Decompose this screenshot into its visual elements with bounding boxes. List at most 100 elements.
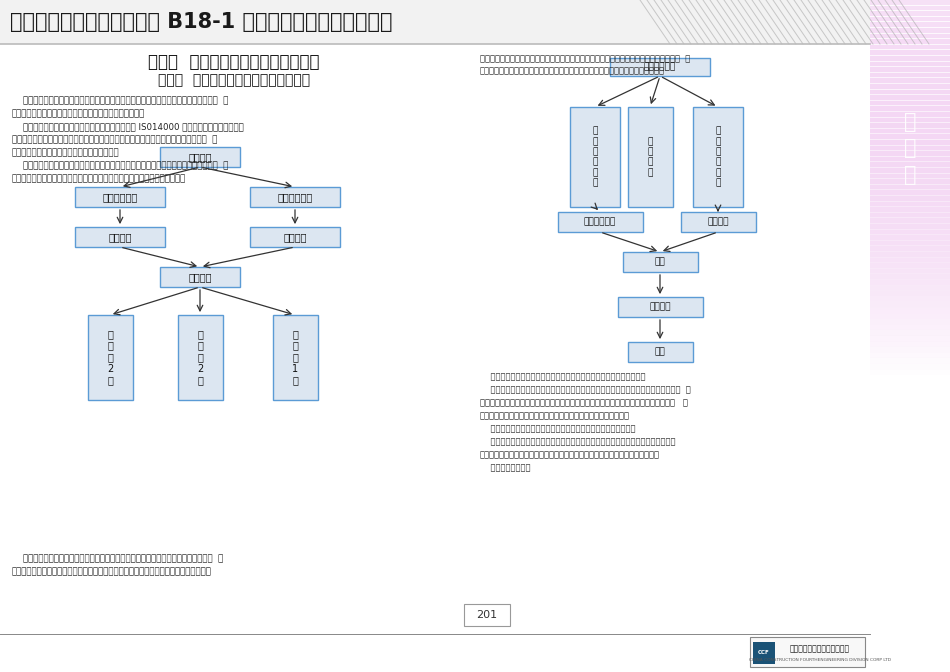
Text: 事故隐患: 事故隐患 [649, 302, 671, 312]
Bar [870, 144, 950, 151]
Bar [870, 576, 950, 583]
Text: 的施工程序和方案、监测要求、预防措施及各项技术措施等认真作好监测和监视及保护工: 的施工程序和方案、监测要求、预防措施及各项技术措施等认真作好监测和监视及保护工 [12, 567, 212, 576]
Bar [870, 464, 950, 470]
Text: 边设施的安全和正常使用。监测保护治理人组严格按照职理职能展施工作进程治理：: 边设施的安全和正常使用。监测保护治理人组严格按照职理职能展施工作进程治理： [480, 66, 665, 75]
Bar [870, 218, 950, 224]
Bar [870, 632, 950, 638]
Bar [870, 391, 950, 398]
Bar [870, 139, 950, 146]
Text: 安全技术对策: 安全技术对策 [584, 218, 617, 226]
Bar [870, 632, 950, 638]
Bar [870, 341, 950, 347]
Bar [870, 480, 950, 487]
Text: 作。监测保护治理小组将利用监测信息反馈预防并针对发生的问题争论相应的对策，以确保  周: 作。监测保护治理小组将利用监测信息反馈预防并针对发生的问题争论相应的对策，以确保… [480, 54, 691, 63]
Text: 教育对策: 教育对策 [707, 218, 729, 226]
Bar [870, 0, 950, 5]
Bar [570, 107, 620, 207]
Bar [870, 391, 950, 398]
Text: 在施工全过程中，质检员、安检员及监护员在巡查中觉察有违章作业或危及周边设施的  安: 在施工全过程中，质检员、安检员及监护员在巡查中觉察有违章作业或危及周边设施的 安 [480, 385, 691, 394]
Bar [870, 470, 950, 476]
Bar [870, 296, 950, 302]
Bar [870, 487, 950, 493]
Bar [870, 167, 950, 173]
Bar [870, 100, 950, 106]
Text: 资
料
员
1
人: 资 料 员 1 人 [292, 329, 298, 385]
Bar [870, 134, 950, 140]
Bar [870, 537, 950, 543]
Bar [870, 638, 950, 644]
Bar [610, 58, 710, 76]
Bar [870, 436, 950, 442]
Bar [870, 374, 950, 381]
Bar [870, 302, 950, 308]
Bar [870, 161, 950, 168]
Bar [870, 335, 950, 341]
Text: 为主的方针，在施工过程中实行全过程的监视治理，监测保护治理体系如下：: 为主的方针，在施工过程中实行全过程的监视治理，监测保护治理体系如下： [12, 174, 186, 183]
Bar [870, 526, 950, 532]
Bar [870, 290, 950, 297]
Bar [870, 122, 950, 129]
Bar [870, 38, 950, 45]
Bar [870, 425, 950, 431]
Bar [870, 329, 950, 336]
Text: 工程部监测保护治理小组在施工过程中，将严格遵守围护构造设计要求，严格依据制  定: 工程部监测保护治理小组在施工过程中，将严格遵守围护构造设计要求，严格依据制 定 [12, 554, 223, 563]
Bar [75, 187, 165, 207]
Bar [870, 251, 950, 257]
Bar [870, 413, 950, 420]
Bar [178, 314, 222, 399]
Bar [870, 44, 950, 50]
Text: 治理: 治理 [655, 347, 665, 357]
Bar [870, 206, 950, 213]
Bar [870, 648, 950, 655]
Bar [870, 363, 950, 370]
Text: CCF: CCF [758, 650, 770, 655]
Text: 工程生产经理: 工程生产经理 [103, 192, 138, 202]
Bar [870, 268, 950, 274]
Text: 物
的
组
织
状
态: 物 的 组 织 状 态 [592, 126, 598, 187]
Bar [870, 67, 950, 73]
Bar [0, 0, 870, 44]
Text: 安全负责: 安全负责 [283, 232, 307, 242]
Bar [870, 201, 950, 207]
Bar [870, 531, 950, 538]
Bar [870, 128, 950, 134]
Bar [870, 503, 950, 509]
Bar [870, 492, 950, 499]
Bar [870, 324, 950, 331]
Bar [693, 107, 743, 207]
Text: 第十章  周边环境保护措施及应急预案: 第十章 周边环境保护措施及应急预案 [148, 53, 320, 71]
Bar [250, 187, 340, 207]
Text: 监测小组: 监测小组 [188, 272, 212, 282]
Bar [870, 106, 950, 112]
Bar [870, 548, 950, 554]
Bar [870, 212, 950, 218]
Bar [870, 396, 950, 403]
Bar [870, 262, 950, 269]
Bar [870, 55, 950, 62]
Bar [870, 285, 950, 291]
Bar [870, 22, 950, 28]
Bar [870, 279, 950, 286]
Text: 理小组。监测保护治理小组的工作第一责任人为工程经理。: 理小组。监测保护治理小组的工作第一责任人为工程经理。 [12, 109, 145, 118]
Bar [870, 358, 950, 364]
Bar [750, 637, 865, 667]
Bar [870, 514, 950, 521]
Bar [160, 147, 240, 167]
Text: 加强自身建设，不断提高业务水平和工作责任心，做到持证上岗。: 加强自身建设，不断提高业务水平和工作责任心，做到持证上岗。 [480, 424, 636, 433]
Bar [870, 89, 950, 95]
Bar [870, 453, 950, 459]
Bar [870, 262, 950, 269]
Bar [870, 251, 950, 257]
Bar [870, 190, 950, 196]
Bar [628, 107, 673, 207]
Bar [870, 178, 950, 185]
Bar [870, 548, 950, 554]
Bar [870, 520, 950, 526]
Bar [870, 352, 950, 358]
Bar [870, 542, 950, 549]
Bar [870, 458, 950, 465]
Bar [870, 111, 950, 118]
Bar [870, 173, 950, 179]
Bar [870, 564, 950, 571]
Bar [870, 352, 950, 358]
